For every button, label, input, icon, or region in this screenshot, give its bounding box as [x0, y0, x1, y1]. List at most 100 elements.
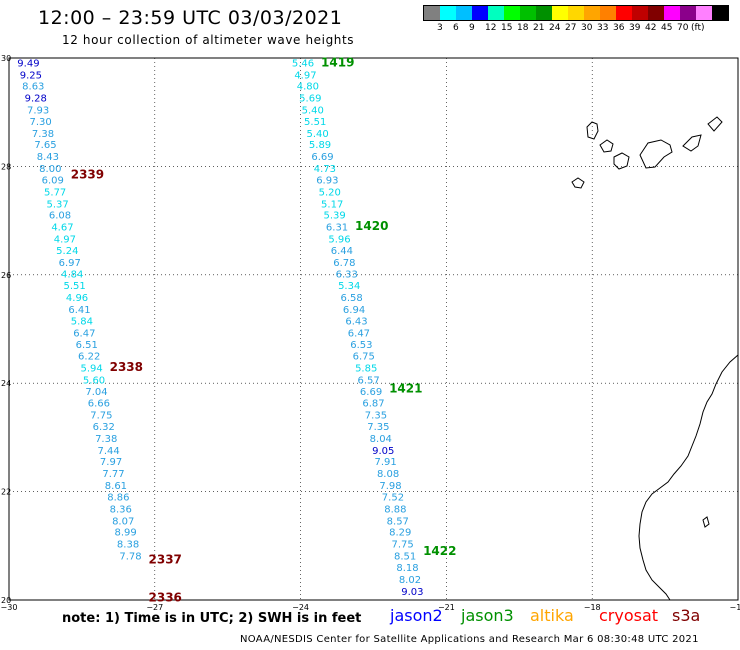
wave-height-label: 7.35: [367, 422, 389, 433]
satellite-key-cryosat: cryosat: [599, 606, 659, 625]
legend-swatch: [424, 6, 440, 20]
wave-height-label: 6.57: [358, 375, 380, 386]
wave-height-label: 5.17: [321, 199, 343, 210]
legend-swatch: [552, 6, 568, 20]
wave-height-label: 4.67: [51, 223, 73, 234]
coastlines: [571, 116, 739, 601]
wave-height-label: 7.91: [375, 457, 397, 468]
wave-height-label: 6.47: [73, 328, 95, 339]
wave-height-label: 5.96: [328, 234, 350, 245]
wave-height-label: 7.44: [97, 446, 119, 457]
legend-swatch: [632, 6, 648, 20]
coastline-canary-island-6: [571, 177, 585, 189]
map-frame: [8, 57, 739, 601]
satellite-key-altika: altika: [530, 606, 574, 625]
legend-swatch: [584, 6, 600, 20]
wave-height-label: 7.78: [119, 552, 141, 563]
wave-height-label: 6.58: [340, 293, 362, 304]
lon-tick-label: −27: [146, 603, 163, 612]
pass-time-label: 1420: [355, 219, 388, 233]
wave-height-label: 6.08: [49, 211, 71, 222]
color-scale-swatches: [423, 5, 729, 21]
wave-height-label: 7.65: [34, 140, 56, 151]
wave-height-label: 8.36: [110, 504, 132, 515]
wave-height-label: 6.87: [362, 399, 384, 410]
wave-height-label: 7.38: [95, 434, 117, 445]
legend-swatch: [520, 6, 536, 20]
wave-height-label: 6.31: [326, 223, 348, 234]
wave-height-label: 7.04: [85, 387, 107, 398]
wave-height-label: 8.61: [105, 481, 127, 492]
wave-height-label: 4.84: [61, 270, 83, 281]
pass-time-label: 2337: [149, 552, 182, 566]
lon-tick-label: −30: [1, 603, 18, 612]
wave-height-label: 6.22: [78, 352, 100, 363]
wave-height-label: 9.05: [372, 446, 394, 457]
wave-height-label: 6.51: [76, 340, 98, 351]
legend-label: 42: [645, 23, 657, 33]
coastline-canary-island-5: [682, 134, 702, 152]
wave-height-label: 9.03: [401, 587, 423, 598]
wave-height-label: 8.88: [384, 504, 406, 515]
wave-height-label: 8.18: [396, 563, 418, 574]
wave-height-label: 5.84: [71, 316, 93, 327]
wave-height-label: 8.43: [37, 152, 59, 163]
wave-height-label: 6.44: [331, 246, 353, 257]
wave-height-label: 5.37: [46, 199, 68, 210]
coastline-canary-island-3: [639, 139, 673, 169]
legend-swatch: [648, 6, 664, 20]
wave-height-label: 6.78: [333, 258, 355, 269]
wave-height-label: 5.46: [292, 58, 314, 69]
wave-height-label: 4.97: [54, 234, 76, 245]
wave-height-label: 4.96: [66, 293, 88, 304]
wave-height-label: 7.52: [382, 492, 404, 503]
wave-height-label: 5.40: [306, 129, 328, 140]
wave-height-label: 7.93: [27, 105, 49, 116]
wave-height-label: 8.51: [394, 552, 416, 563]
coastline-canary-island-1: [586, 121, 599, 140]
axis-ticks: −30 −27 −24 −21 −18 −15 30 28 26 24 22 20: [1, 54, 740, 612]
wave-height-label: 7.35: [365, 411, 387, 422]
legend-label: 24: [549, 23, 561, 33]
lat-tick-label: 20: [1, 596, 11, 605]
wave-height-label: 5.34: [338, 281, 360, 292]
wave-height-label: 8.02: [399, 575, 421, 586]
legend-swatch: [600, 6, 616, 20]
wave-height-label: 7.75: [392, 540, 414, 551]
wave-height-label: 6.43: [345, 316, 367, 327]
lon-tick-label: −18: [584, 603, 601, 612]
legend-label: 21: [533, 23, 545, 33]
lon-tick-label: −21: [438, 603, 455, 612]
lat-tick-label: 26: [1, 271, 11, 280]
pass-time-label: 1421: [389, 382, 422, 396]
wave-height-label: 7.38: [32, 129, 54, 140]
satellite-key-jason2: jason2: [390, 606, 443, 625]
coastline-islet: [702, 516, 710, 528]
wave-height-label: 4.80: [297, 82, 319, 93]
wave-height-label: 6.53: [350, 340, 372, 351]
satellite-key-s3a: s3a: [672, 606, 701, 625]
wave-height-label: 6.69: [360, 387, 382, 398]
legend-swatch: [680, 6, 696, 20]
legend-swatch: [504, 6, 520, 20]
legend-swatch: [664, 6, 680, 20]
lon-tick-label: −24: [292, 603, 309, 612]
wave-height-label: 8.99: [115, 528, 137, 539]
wave-height-label: 9.28: [25, 94, 47, 105]
legend-label: 39: [629, 23, 641, 33]
lat-tick-label: 22: [1, 488, 11, 497]
lon-tick-label: −15: [730, 603, 740, 612]
wave-height-label: 6.09: [42, 175, 64, 186]
wave-height-label: 5.60: [83, 375, 105, 386]
wave-height-label: 8.86: [107, 492, 129, 503]
wave-height-label: 8.57: [387, 516, 409, 527]
wave-height-label: 6.94: [343, 305, 365, 316]
wave-height-label: 5.89: [309, 140, 331, 151]
pass-time-label: 2338: [110, 360, 143, 374]
observations-layer: 9.499.258.639.287.937.307.387.658.438.00…: [17, 55, 456, 604]
map-subtitle: 12 hour collection of altimeter wave hei…: [62, 33, 355, 47]
lat-tick-label: 30: [1, 54, 11, 63]
legend-label: 33: [597, 23, 609, 33]
wave-height-label: 8.63: [22, 82, 44, 93]
